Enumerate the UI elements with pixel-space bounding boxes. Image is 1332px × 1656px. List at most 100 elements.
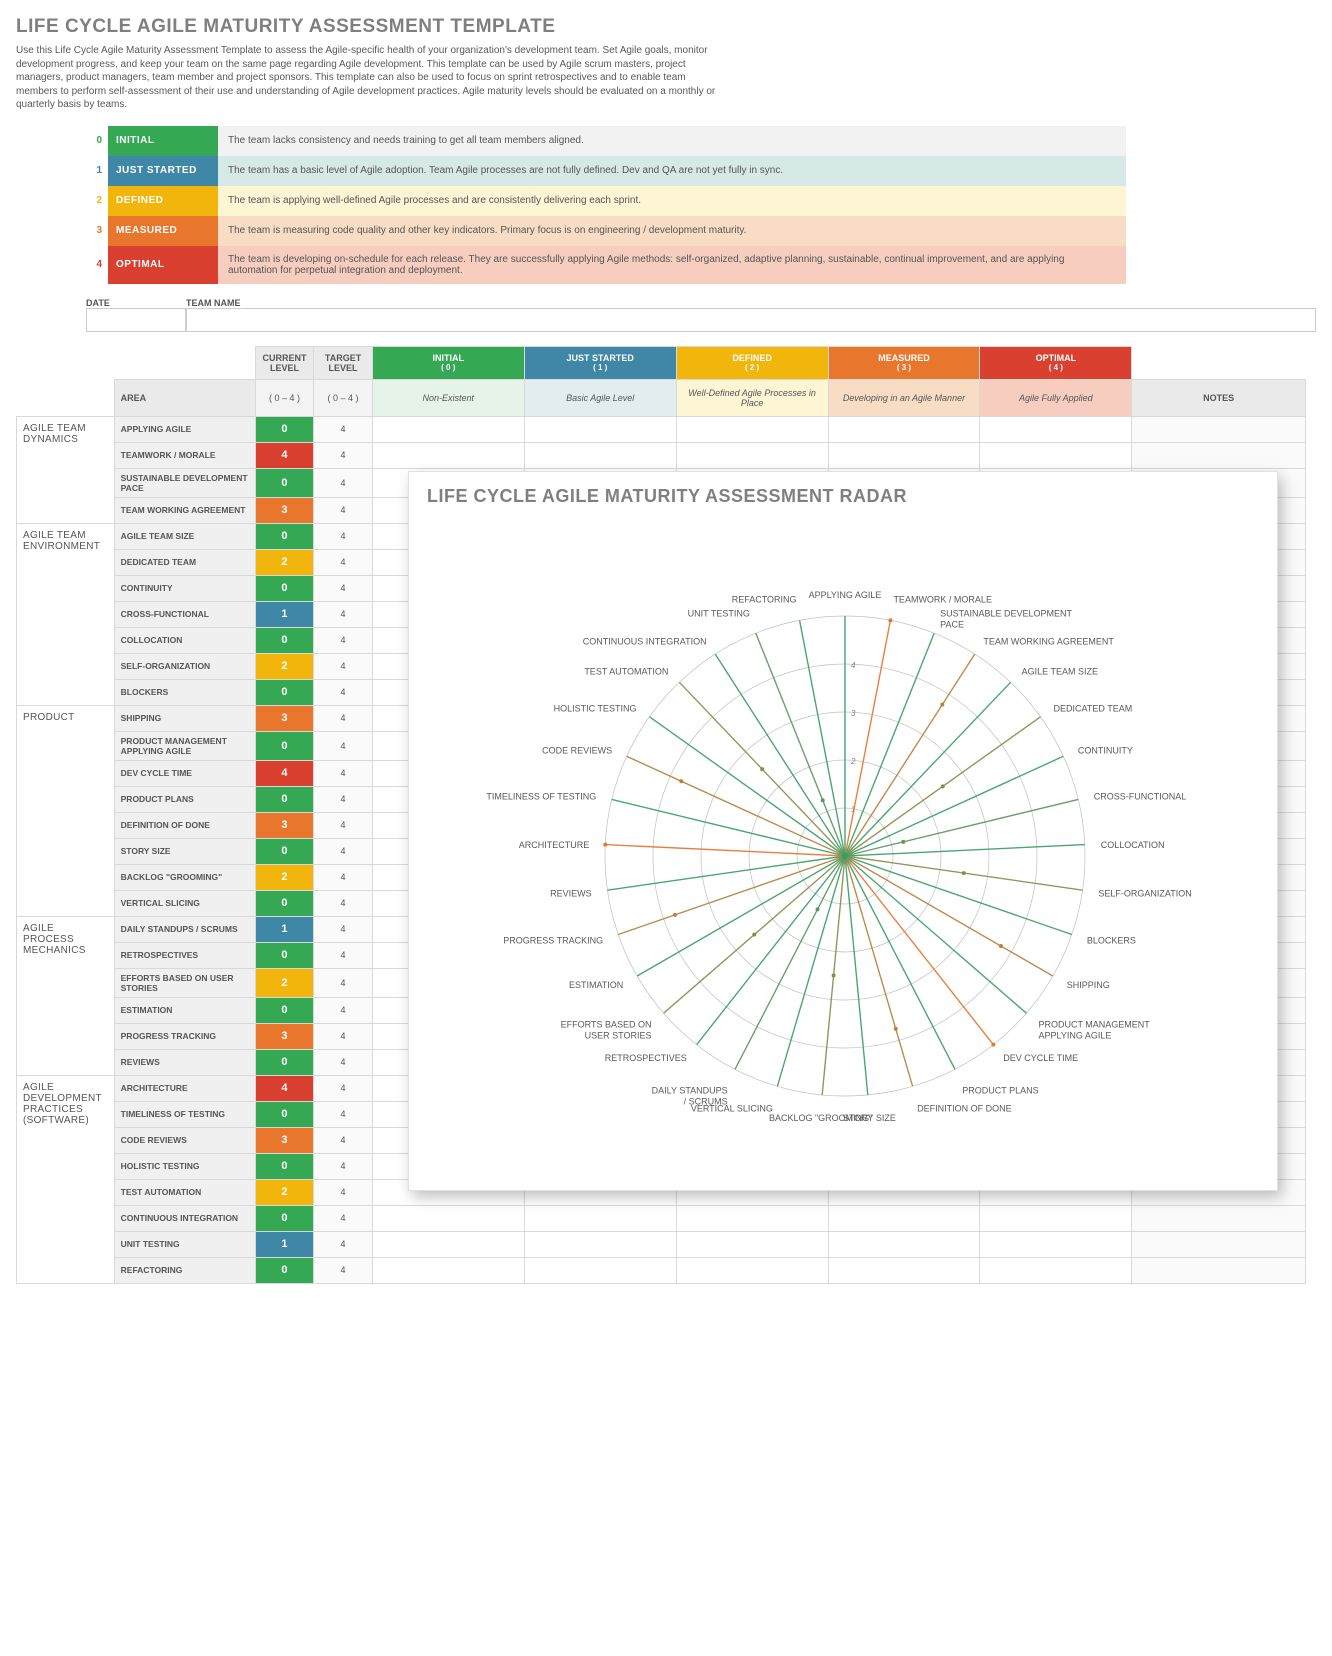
stage-cell[interactable]: [980, 1231, 1132, 1257]
target-level-cell[interactable]: 4: [314, 442, 373, 468]
target-level-cell[interactable]: 4: [314, 864, 373, 890]
stage-cell[interactable]: [676, 416, 828, 442]
current-level-cell[interactable]: 3: [255, 705, 314, 731]
target-level-cell[interactable]: 4: [314, 1049, 373, 1075]
target-level-cell[interactable]: 4: [314, 1127, 373, 1153]
current-level-cell[interactable]: 0: [255, 416, 314, 442]
stage-cell[interactable]: [372, 1205, 524, 1231]
current-level-cell[interactable]: 3: [255, 1127, 314, 1153]
target-level-cell[interactable]: 4: [314, 705, 373, 731]
current-level-cell[interactable]: 0: [255, 468, 314, 497]
current-level-cell[interactable]: 2: [255, 653, 314, 679]
current-level-cell[interactable]: 0: [255, 890, 314, 916]
target-level-cell[interactable]: 4: [314, 838, 373, 864]
date-input[interactable]: [86, 308, 186, 332]
current-level-cell[interactable]: 0: [255, 1257, 314, 1283]
current-level-cell[interactable]: 2: [255, 968, 314, 997]
target-level-cell[interactable]: 4: [314, 1023, 373, 1049]
target-level-cell[interactable]: 4: [314, 468, 373, 497]
stage-cell[interactable]: [828, 442, 980, 468]
notes-cell[interactable]: [1132, 416, 1306, 442]
current-level-cell[interactable]: 2: [255, 864, 314, 890]
current-level-cell[interactable]: 0: [255, 997, 314, 1023]
current-level-cell[interactable]: 0: [255, 786, 314, 812]
current-level-cell[interactable]: 1: [255, 601, 314, 627]
target-level-cell[interactable]: 4: [314, 497, 373, 523]
team-name-input[interactable]: [186, 308, 1316, 332]
current-level-cell[interactable]: 0: [255, 1205, 314, 1231]
current-level-cell[interactable]: 1: [255, 1231, 314, 1257]
current-level-cell[interactable]: 0: [255, 1101, 314, 1127]
target-level-cell[interactable]: 4: [314, 1231, 373, 1257]
target-level-cell[interactable]: 4: [314, 786, 373, 812]
current-level-cell[interactable]: 0: [255, 1153, 314, 1179]
stage-cell[interactable]: [980, 416, 1132, 442]
stage-cell[interactable]: [980, 1257, 1132, 1283]
stage-cell[interactable]: [980, 1205, 1132, 1231]
stage-cell[interactable]: [676, 442, 828, 468]
target-level-cell[interactable]: 4: [314, 812, 373, 838]
stage-cell[interactable]: [372, 1257, 524, 1283]
stage-cell[interactable]: [524, 1205, 676, 1231]
stage-cell[interactable]: [524, 416, 676, 442]
stage-cell[interactable]: [676, 1231, 828, 1257]
current-level-cell[interactable]: 3: [255, 812, 314, 838]
stage-cell[interactable]: [676, 1205, 828, 1231]
target-level-cell[interactable]: 4: [314, 1101, 373, 1127]
current-level-cell[interactable]: 0: [255, 942, 314, 968]
target-level-cell[interactable]: 4: [314, 731, 373, 760]
current-level-cell[interactable]: 0: [255, 627, 314, 653]
current-level-cell[interactable]: 2: [255, 549, 314, 575]
target-level-cell[interactable]: 4: [314, 653, 373, 679]
notes-cell[interactable]: [1132, 442, 1306, 468]
current-level-cell[interactable]: 0: [255, 1049, 314, 1075]
current-level-cell[interactable]: 0: [255, 731, 314, 760]
stage-cell[interactable]: [524, 1231, 676, 1257]
target-level-cell[interactable]: 4: [314, 968, 373, 997]
target-level-cell[interactable]: 4: [314, 627, 373, 653]
target-level-cell[interactable]: 4: [314, 601, 373, 627]
target-level-cell[interactable]: 4: [314, 549, 373, 575]
current-level-cell[interactable]: 4: [255, 442, 314, 468]
notes-cell[interactable]: [1132, 1205, 1306, 1231]
current-level-cell[interactable]: 0: [255, 575, 314, 601]
target-level-cell[interactable]: 4: [314, 1179, 373, 1205]
current-level-cell[interactable]: 4: [255, 1075, 314, 1101]
stage-cell[interactable]: [372, 416, 524, 442]
current-level-cell[interactable]: 3: [255, 1023, 314, 1049]
stage-cell[interactable]: [524, 442, 676, 468]
current-level-cell[interactable]: 0: [255, 679, 314, 705]
current-level-cell[interactable]: 0: [255, 838, 314, 864]
notes-cell[interactable]: [1132, 1231, 1306, 1257]
target-level-cell[interactable]: 4: [314, 679, 373, 705]
target-level-cell[interactable]: 4: [314, 1205, 373, 1231]
svg-text:4: 4: [851, 661, 856, 670]
stage-cell[interactable]: [676, 1257, 828, 1283]
target-level-cell[interactable]: 4: [314, 890, 373, 916]
stage-cell[interactable]: [980, 442, 1132, 468]
target-level-cell[interactable]: 4: [314, 416, 373, 442]
stage-cell[interactable]: [524, 1257, 676, 1283]
target-level-cell[interactable]: 4: [314, 1075, 373, 1101]
stage-cell[interactable]: [828, 1231, 980, 1257]
stage-cell[interactable]: [828, 1205, 980, 1231]
area-label: REFACTORING: [114, 1257, 255, 1283]
stage-cell[interactable]: [372, 442, 524, 468]
current-level-cell[interactable]: 3: [255, 497, 314, 523]
target-level-cell[interactable]: 4: [314, 1257, 373, 1283]
target-level-cell[interactable]: 4: [314, 997, 373, 1023]
current-level-cell[interactable]: 1: [255, 916, 314, 942]
target-level-cell[interactable]: 4: [314, 523, 373, 549]
target-level-cell[interactable]: 4: [314, 942, 373, 968]
target-level-cell[interactable]: 4: [314, 916, 373, 942]
target-level-cell[interactable]: 4: [314, 575, 373, 601]
stage-cell[interactable]: [828, 1257, 980, 1283]
target-level-cell[interactable]: 4: [314, 760, 373, 786]
notes-cell[interactable]: [1132, 1257, 1306, 1283]
current-level-cell[interactable]: 4: [255, 760, 314, 786]
target-level-cell[interactable]: 4: [314, 1153, 373, 1179]
stage-cell[interactable]: [372, 1231, 524, 1257]
current-level-cell[interactable]: 2: [255, 1179, 314, 1205]
stage-cell[interactable]: [828, 416, 980, 442]
current-level-cell[interactable]: 0: [255, 523, 314, 549]
